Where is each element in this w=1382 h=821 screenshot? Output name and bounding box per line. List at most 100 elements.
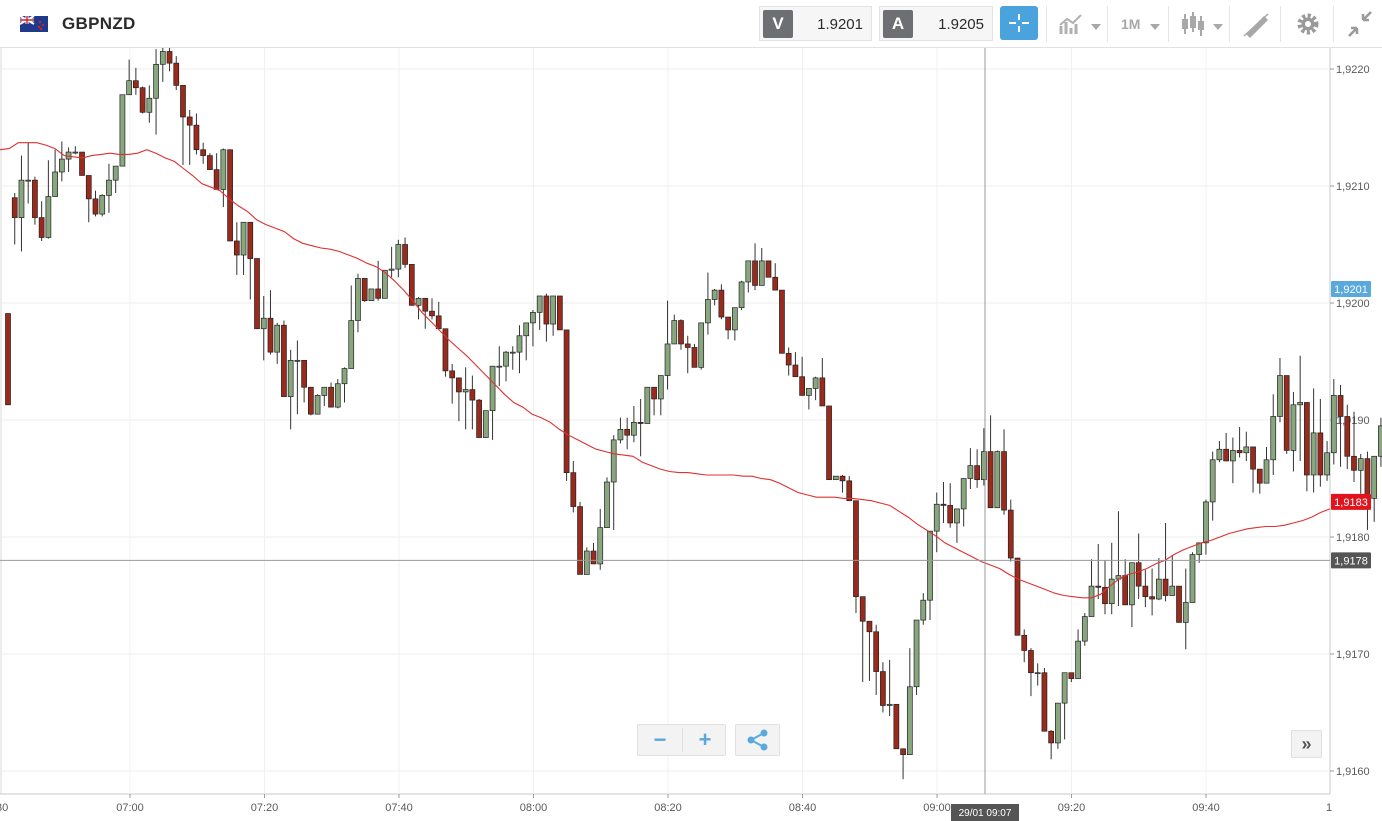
candle-bull xyxy=(509,351,516,354)
zoom-out-button[interactable]: − xyxy=(653,727,667,752)
candle-bull xyxy=(106,179,112,196)
candle-bear xyxy=(361,278,368,302)
candle-bull xyxy=(960,478,967,510)
y-tick-label: 1,9160 xyxy=(1336,766,1370,778)
candle-bear xyxy=(32,179,38,218)
candle-bull xyxy=(1378,425,1382,457)
candle-bull xyxy=(25,179,32,182)
crosshair-button[interactable] xyxy=(1000,6,1038,40)
current-price-label-bg xyxy=(1331,280,1371,297)
candle-bull xyxy=(1230,450,1236,462)
sell-price-button[interactable]: V 1.9201 xyxy=(759,6,872,41)
candle-bear xyxy=(1162,578,1169,596)
candle-bear xyxy=(940,503,947,506)
candle-bull xyxy=(550,295,556,325)
sell-price: 1.9201 xyxy=(817,16,863,33)
x-tick-label: 07:00 xyxy=(116,802,144,814)
ma-value-label: 1,9183 xyxy=(1334,497,1368,509)
candle-bear xyxy=(947,505,954,524)
candle-bull xyxy=(482,410,489,438)
candle-bull xyxy=(906,686,913,755)
candle-bull xyxy=(705,299,711,324)
x-tick-label: 07:20 xyxy=(251,802,279,814)
candle-bull xyxy=(967,465,974,479)
candle-bull xyxy=(260,317,267,330)
x-tick-label: 09:20 xyxy=(1058,802,1086,814)
x-tick-label: 08:20 xyxy=(654,802,682,814)
candle-bear xyxy=(1337,395,1344,417)
candle-bear xyxy=(180,85,186,118)
candle-bull xyxy=(1182,602,1189,623)
candle-bear xyxy=(449,370,456,379)
candle-bear xyxy=(1014,557,1021,636)
chevron-down-icon xyxy=(1150,24,1160,30)
buy-price-button[interactable]: A 1.9205 xyxy=(879,6,993,41)
candle-bear xyxy=(1041,672,1048,732)
candle-bear xyxy=(819,377,826,407)
share-button[interactable] xyxy=(735,724,780,756)
candle-bull xyxy=(711,289,718,300)
scroll-to-latest-button[interactable]: » xyxy=(1291,730,1322,758)
chart-type-button[interactable] xyxy=(1046,6,1107,42)
moving-average-line xyxy=(0,142,1331,599)
candle-bull xyxy=(1371,455,1378,499)
candle-bull xyxy=(1270,416,1277,461)
candle-bull xyxy=(832,475,839,481)
candle-bull xyxy=(1088,585,1095,617)
candle-bear xyxy=(1007,509,1014,559)
candle-bear xyxy=(590,550,597,565)
candle-bull xyxy=(489,365,496,411)
price-chart[interactable]: 1,9160 1,9170 1,9180 1,9190 1,9200 1,9210 1,92… xyxy=(0,48,1382,821)
cursor-price-label: 1,9178 xyxy=(1334,555,1368,567)
candle-style-button[interactable] xyxy=(1168,6,1229,42)
candles-icon xyxy=(1182,12,1204,36)
collapse-button[interactable] xyxy=(1333,6,1382,42)
candle-bear xyxy=(435,315,442,330)
share-icon xyxy=(747,729,768,751)
candle-bull xyxy=(1209,459,1216,503)
candle-bull xyxy=(112,165,119,181)
candle-bear xyxy=(408,264,415,306)
settings-button[interactable] xyxy=(1280,6,1333,42)
draw-tools-button[interactable] xyxy=(1229,6,1280,42)
buy-price: 1.9205 xyxy=(938,16,984,33)
candle-bear xyxy=(866,620,873,633)
candle-bear xyxy=(207,155,213,170)
candle-bull xyxy=(395,244,402,270)
candle-bull xyxy=(536,295,543,313)
candle-bull xyxy=(1075,640,1081,679)
candle-bear xyxy=(1304,402,1310,476)
candle-bear xyxy=(792,364,799,378)
candle-bear xyxy=(133,80,139,89)
candle-bull xyxy=(920,599,927,621)
x-tick-label: 08:40 xyxy=(789,802,817,814)
candle-bear xyxy=(987,451,994,509)
candle-bull xyxy=(886,703,893,706)
candle-bear xyxy=(772,276,779,291)
x-tick-label: 1 xyxy=(1326,802,1332,814)
candle-bear xyxy=(85,175,92,200)
candle-bull xyxy=(348,320,355,369)
candle-bull xyxy=(415,297,422,306)
zoom-in-button[interactable]: + xyxy=(698,727,712,752)
candle-bull xyxy=(1108,578,1115,605)
candle-bear xyxy=(543,295,550,325)
candle-bear xyxy=(1344,416,1351,457)
candle-bear xyxy=(785,352,792,366)
candle-bear xyxy=(213,169,220,190)
candle-bull xyxy=(126,80,132,96)
candle-bear xyxy=(1250,446,1256,470)
candle-bear xyxy=(186,116,193,126)
candle-bear xyxy=(422,297,429,312)
y-tick-label: 1,9200 xyxy=(1336,298,1370,310)
candle-bull xyxy=(1055,702,1061,744)
candle-bear xyxy=(1135,562,1142,587)
candle-bull xyxy=(994,451,1001,509)
candle-bear xyxy=(1317,432,1324,476)
timeframe-button[interactable]: 1M xyxy=(1107,6,1168,42)
candle-bear xyxy=(1142,585,1149,598)
candle-bear xyxy=(402,244,408,265)
candle-bear xyxy=(974,465,980,481)
chevron-down-icon xyxy=(1213,24,1223,30)
candle-bear xyxy=(193,124,200,151)
